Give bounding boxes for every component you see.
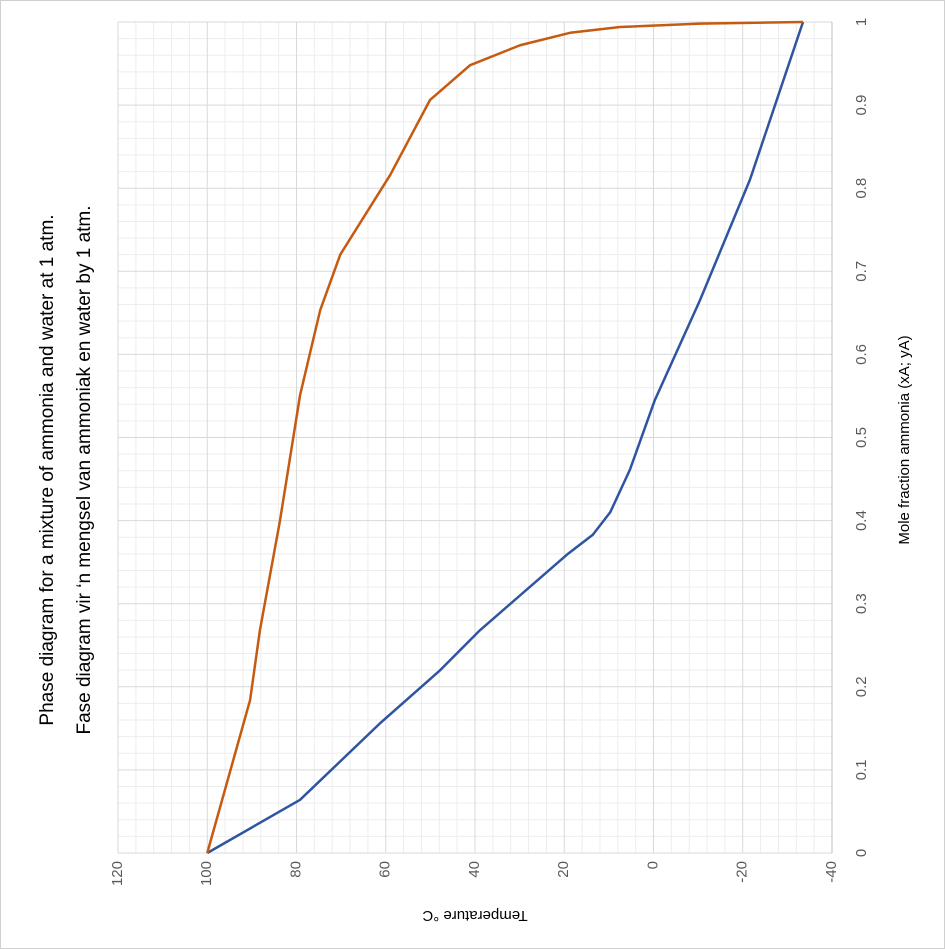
x-tick-label: 0 bbox=[853, 849, 870, 857]
y-tick-label: 60 bbox=[377, 861, 394, 878]
x-tick-label: 0.8 bbox=[853, 178, 870, 199]
chart-subtitle: Fase diagram vir ‘n mengsel van ammoniak… bbox=[74, 205, 95, 734]
y-tick-label: 20 bbox=[555, 861, 572, 878]
x-tick-label: 0.4 bbox=[853, 510, 870, 531]
y-tick-label: 0 bbox=[644, 861, 661, 869]
y-tick-label: 40 bbox=[466, 861, 483, 878]
x-tick-label: 0.5 bbox=[853, 427, 870, 448]
y-tick-label: 100 bbox=[198, 861, 215, 886]
x-tick-label: 0.7 bbox=[853, 261, 870, 282]
y-tick-label: 80 bbox=[287, 861, 304, 878]
x-tick-label: 0.1 bbox=[853, 759, 870, 780]
x-tick-label: 0.3 bbox=[853, 593, 870, 614]
y-axis-title: Temperature °C bbox=[422, 907, 527, 924]
x-tick-label: 0.9 bbox=[853, 95, 870, 116]
rotated-chart: Phase diagram for a mixture of ammonia a… bbox=[37, 18, 913, 924]
x-axis-title: Mole fraction ammonia (xA; yA) bbox=[896, 335, 913, 544]
y-tick-label: -40 bbox=[823, 861, 840, 883]
series-line bbox=[206, 21, 805, 855]
x-tick-label: 1 bbox=[853, 18, 870, 26]
series-line bbox=[206, 20, 804, 854]
x-tick-label: 0.2 bbox=[853, 676, 870, 697]
grid-group bbox=[117, 21, 833, 854]
y-tick-label: -20 bbox=[734, 861, 751, 883]
chart-title: Phase diagram for a mixture of ammonia a… bbox=[37, 214, 58, 725]
y-tick-label: 120 bbox=[109, 861, 126, 886]
x-tick-label: 0.6 bbox=[853, 344, 870, 365]
